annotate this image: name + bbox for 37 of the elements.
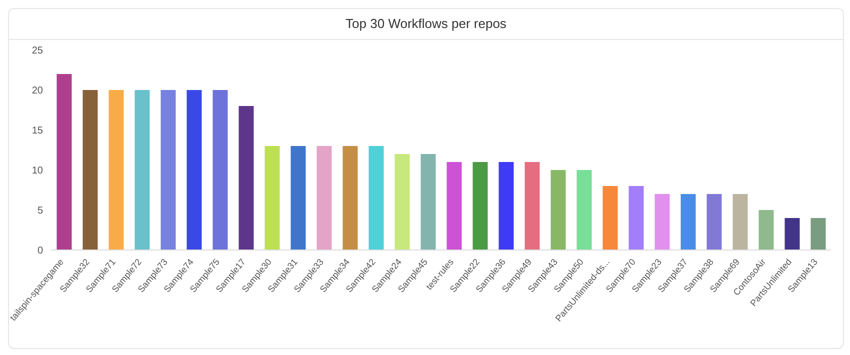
y-tick-label: 25 [32, 46, 44, 57]
bar [342, 146, 358, 250]
bar [212, 90, 228, 250]
bar [472, 162, 488, 250]
y-tick-label: 15 [32, 126, 44, 137]
bar [316, 146, 332, 250]
y-tick-label: 5 [37, 206, 44, 217]
bar [82, 90, 98, 250]
bar [524, 162, 540, 250]
bar [264, 146, 280, 250]
bar [160, 90, 176, 250]
bar [446, 162, 462, 250]
bar [784, 218, 800, 250]
y-tick-label: 0 [37, 246, 44, 257]
bar [290, 146, 306, 250]
bar [680, 194, 696, 250]
y-tick-label: 20 [32, 86, 44, 97]
bar [602, 186, 618, 250]
bar [732, 194, 748, 250]
bar [550, 170, 566, 250]
bar [498, 162, 514, 250]
bar [654, 194, 670, 250]
chart-title: Top 30 Workflows per repos [9, 9, 843, 40]
bar [134, 90, 150, 250]
bar [238, 106, 254, 250]
bar [758, 210, 774, 250]
bar [576, 170, 592, 250]
bar [706, 194, 722, 250]
bar [420, 154, 436, 250]
y-tick-label: 10 [32, 166, 44, 177]
bar [368, 146, 384, 250]
bar [628, 186, 644, 250]
bar [186, 90, 202, 250]
bar [108, 90, 124, 250]
bar [810, 218, 826, 250]
bar [394, 154, 410, 250]
bar [56, 74, 72, 250]
